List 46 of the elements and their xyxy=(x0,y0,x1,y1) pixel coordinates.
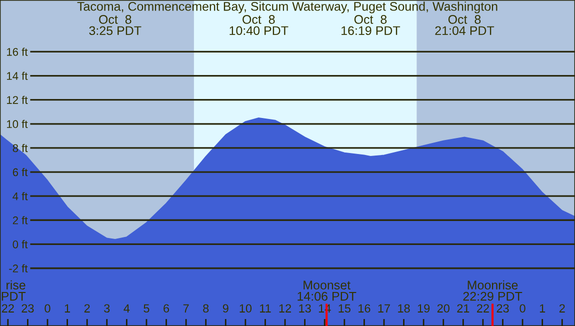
x-tick-label: 1 xyxy=(64,304,70,312)
annotation: Oct 8 16:19 PDT xyxy=(342,15,400,36)
x-tick-label: 17 xyxy=(378,304,390,312)
y-tick-label: 2 ft xyxy=(12,216,28,224)
x-tick-label: 19 xyxy=(418,304,430,313)
annotation: Oct 8 3:25 PDT xyxy=(89,15,142,36)
x-tick-label: 1 xyxy=(540,304,546,312)
annotation: rise PDT xyxy=(2,280,26,301)
y-tick-label: 8 ft xyxy=(12,144,28,152)
x-tick-label: 0 xyxy=(520,304,526,313)
y-tick-label: 6 ft xyxy=(12,168,28,176)
x-tick-label: 11 xyxy=(260,304,271,312)
x-tick-label: 5 xyxy=(144,304,150,313)
x-tick-label: 22 xyxy=(2,304,14,312)
x-tick-label: 4 xyxy=(124,304,130,312)
annotation: Oct 8 10:40 PDT xyxy=(230,15,288,36)
y-tick-label: 10 ft xyxy=(7,120,28,128)
y-tick-label: -2 ft xyxy=(9,264,28,272)
x-tick-label: 0 xyxy=(44,304,50,313)
x-tick-label: 10 xyxy=(240,304,252,313)
x-tick-label: 23 xyxy=(22,304,34,313)
ref-line-label: Moonrise 22:29 PDT xyxy=(463,280,522,301)
y-tick-label: 12 ft xyxy=(7,96,28,104)
chart-title: Tacoma, Commencement Bay, Sitcum Waterway, Puget Sound, Washington xyxy=(77,2,498,14)
annotation: Oct 8 21:04 PDT xyxy=(435,15,494,36)
x-tick-label: 8 xyxy=(203,304,209,313)
x-tick-label: 3 xyxy=(104,304,110,313)
x-tick-label: 15 xyxy=(338,304,350,313)
x-tick-label: 23 xyxy=(496,304,509,313)
x-tick-label: 20 xyxy=(437,304,450,313)
x-tick-label: 2 xyxy=(84,304,90,312)
x-tick-label: 12 xyxy=(279,304,291,312)
y-tick-label: 4 ft xyxy=(12,192,28,200)
x-tick-label: 21 xyxy=(457,304,470,312)
x-tick-label: 22 xyxy=(476,304,489,312)
y-tick-label: 16 ft xyxy=(7,48,28,56)
x-tick-label: 13 xyxy=(299,304,311,313)
x-tick-label: 7 xyxy=(183,304,189,312)
x-tick-label: 18 xyxy=(398,304,410,313)
y-tick-label: 0 ft xyxy=(12,240,28,248)
x-tick-label: 16 xyxy=(358,304,370,313)
ref-line-label: Moonset 14:06 PDT xyxy=(298,280,356,301)
x-tick-label: 6 xyxy=(164,304,170,313)
y-tick-label: 14 ft xyxy=(7,72,28,80)
x-tick-label: 9 xyxy=(222,304,228,313)
x-tick-label: 2 xyxy=(559,304,565,312)
